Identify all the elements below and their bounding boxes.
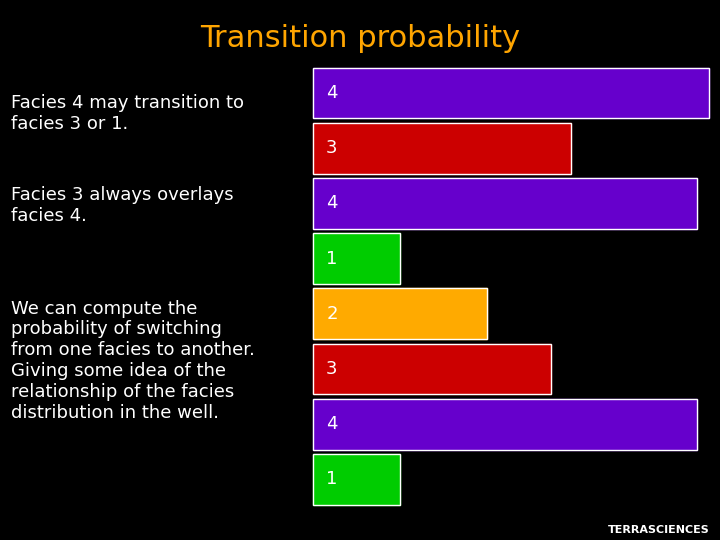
Text: Facies 3 always overlays
facies 4.: Facies 3 always overlays facies 4. — [11, 186, 233, 225]
Text: 4: 4 — [326, 84, 338, 102]
Text: Transition probability: Transition probability — [200, 24, 520, 53]
Text: 3: 3 — [326, 360, 338, 378]
Text: 2: 2 — [326, 305, 338, 323]
Text: 4: 4 — [326, 415, 338, 433]
Text: 4: 4 — [326, 194, 338, 212]
Text: Facies 4 may transition to
facies 3 or 1.: Facies 4 may transition to facies 3 or 1… — [11, 94, 244, 133]
Text: 3: 3 — [326, 139, 338, 157]
Text: We can compute the
probability of switching
from one facies to another.
Giving s: We can compute the probability of switch… — [11, 300, 255, 422]
Text: 1: 1 — [326, 470, 338, 489]
Text: 1: 1 — [326, 249, 338, 268]
Text: TERRASCIENCES: TERRASCIENCES — [608, 524, 709, 535]
